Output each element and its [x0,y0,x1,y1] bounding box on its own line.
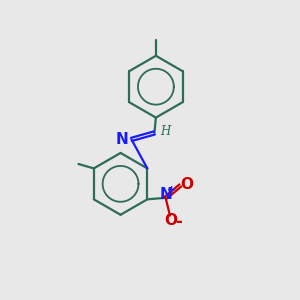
Text: H: H [160,125,170,138]
Text: N: N [159,188,172,202]
Text: N: N [115,132,128,147]
Text: -: - [175,213,182,231]
Text: O: O [164,213,177,228]
Text: +: + [167,184,176,195]
Text: O: O [180,177,193,192]
